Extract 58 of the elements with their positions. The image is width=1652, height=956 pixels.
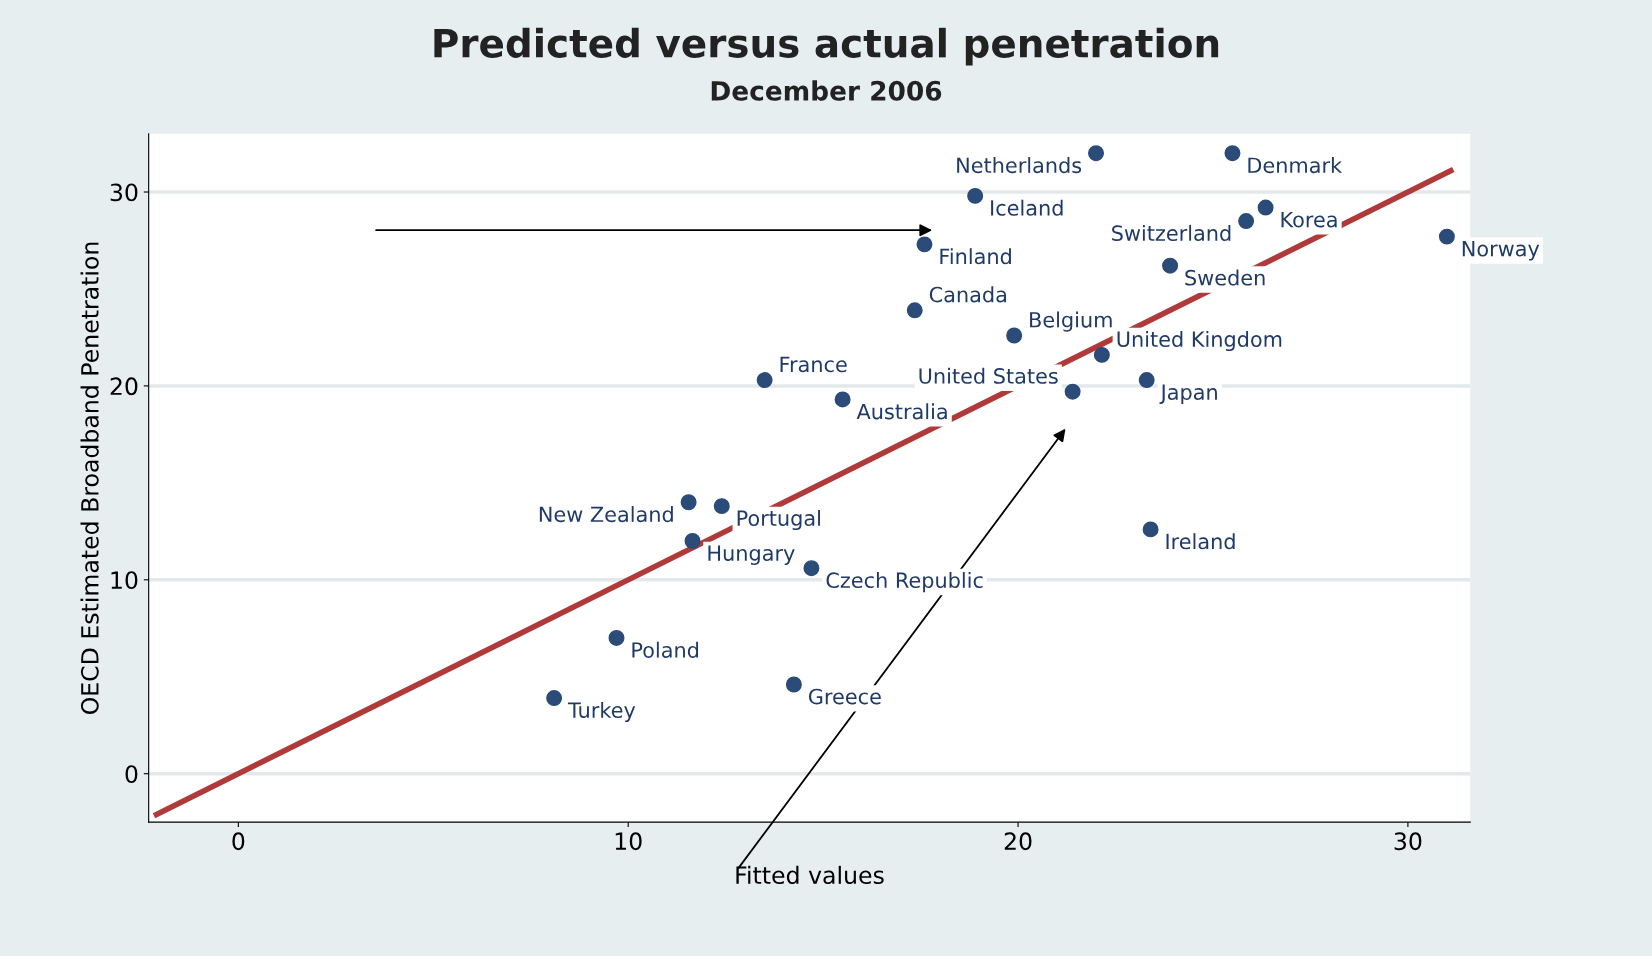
data-label: Ireland [1166, 533, 1235, 550]
data-label: Netherlands [957, 157, 1082, 174]
point [1257, 199, 1274, 216]
point [967, 187, 984, 204]
data-label: Canada [929, 286, 1007, 303]
point [1138, 372, 1155, 389]
point [785, 676, 802, 693]
point [684, 533, 701, 549]
y-tick-label: 10 [111, 571, 138, 590]
point [906, 302, 923, 319]
x-tick-label: 30 [1394, 832, 1422, 851]
data-label: Belgium [1030, 311, 1112, 332]
point [1064, 383, 1081, 400]
y-tick-label: 30 [110, 183, 138, 202]
point [713, 498, 730, 515]
chart-title: Predicted versus actual penetration [434, 27, 1219, 66]
data-label: Hungary [708, 545, 795, 565]
y-tick-label: 20 [110, 377, 138, 396]
point [756, 372, 773, 389]
point [680, 494, 697, 511]
data-label: Iceland [991, 199, 1063, 216]
data-label: Sweden [1185, 269, 1265, 286]
data-label: Greece [808, 688, 881, 705]
data-label: Norway [1462, 241, 1540, 261]
point [1238, 213, 1255, 230]
point [1006, 327, 1023, 344]
point [1093, 346, 1110, 363]
point [1162, 257, 1179, 274]
point [608, 629, 625, 646]
data-label: Japan [1159, 384, 1217, 405]
data-label: France [780, 356, 847, 373]
point [803, 560, 820, 577]
point [916, 236, 933, 253]
x-tick-label: 20 [1004, 832, 1032, 851]
x-tick-label: 0 [232, 832, 245, 851]
point [1088, 145, 1105, 162]
data-label: Portugal [737, 509, 820, 531]
data-label: Australia [856, 403, 947, 420]
data-label: Finland [940, 248, 1011, 265]
point [1438, 228, 1455, 245]
x-axis-title: Fitted values [736, 865, 884, 885]
point [1142, 521, 1159, 538]
data-label: Switzerland [1112, 224, 1231, 242]
data-label: United States [919, 367, 1058, 384]
data-label: New Zealand [539, 506, 673, 523]
data-label: Korea [1281, 211, 1337, 228]
x-tick-label: 10 [615, 832, 642, 851]
point [1224, 145, 1241, 162]
y-tick-label: 0 [125, 765, 138, 783]
data-label: Czech Republic [826, 571, 983, 593]
data-label: Denmark [1248, 157, 1343, 174]
point [546, 690, 563, 707]
data-label: Turkey [567, 701, 636, 723]
chart-subtitle: December 2006 [711, 80, 942, 101]
y-axis-title: OECD Estimated Broadband Penetration [80, 242, 99, 715]
point [834, 391, 851, 408]
data-label: United Kingdom [1117, 330, 1282, 352]
data-label: Poland [632, 641, 699, 658]
